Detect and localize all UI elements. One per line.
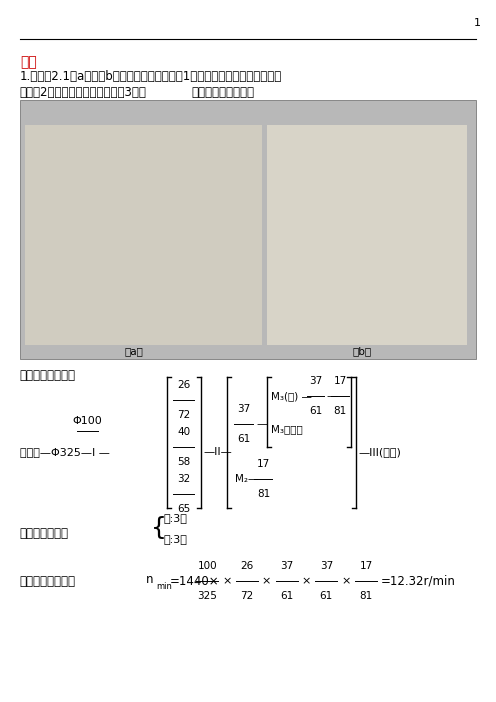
Text: 1.根据图2.1（a）和（b）所示的传动系统，（1）写出主运动传动路线的表达: 1.根据图2.1（a）和（b）所示的传动系统，（1）写出主运动传动路线的表达: [20, 70, 282, 84]
Text: 26: 26: [177, 380, 190, 390]
Text: 100: 100: [197, 562, 217, 571]
Text: 主轴的最低转速：: 主轴的最低转速：: [20, 575, 76, 588]
Text: M₃(左) —: M₃(左) —: [271, 391, 311, 401]
Text: 26: 26: [241, 562, 253, 571]
Text: 37: 37: [237, 404, 250, 414]
Text: （b）: （b）: [353, 347, 372, 357]
Text: ×: ×: [341, 576, 351, 586]
Text: 主轴的转速级数: 主轴的转速级数: [20, 527, 69, 540]
Text: 81: 81: [257, 489, 270, 498]
Text: 40: 40: [177, 428, 190, 437]
Text: M₂—: M₂—: [235, 474, 258, 484]
Text: 72: 72: [241, 591, 253, 601]
Text: =12.32r/min: =12.32r/min: [381, 575, 456, 588]
Text: —: —: [326, 391, 337, 401]
Text: n: n: [146, 573, 154, 585]
Text: min: min: [156, 583, 172, 591]
Text: 一、: 一、: [20, 55, 37, 69]
Text: —II—: —II—: [203, 447, 232, 457]
FancyBboxPatch shape: [20, 100, 476, 359]
Text: 61: 61: [309, 406, 322, 416]
Text: ×: ×: [302, 576, 311, 586]
Text: 37: 37: [280, 562, 293, 571]
Text: 325: 325: [197, 591, 217, 601]
Text: 电动机—Φ325—I —: 电动机—Φ325—I —: [20, 447, 110, 457]
Text: 32: 32: [177, 475, 190, 484]
Text: 17: 17: [360, 562, 372, 571]
Text: ×: ×: [262, 576, 271, 586]
Text: —: —: [256, 419, 267, 429]
Text: 72: 72: [177, 410, 190, 420]
Text: 17: 17: [257, 459, 270, 469]
Text: 37: 37: [309, 376, 322, 386]
Text: 反:3级: 反:3级: [164, 534, 187, 544]
Text: 37: 37: [320, 562, 333, 571]
Text: ×: ×: [222, 576, 232, 586]
Text: 17: 17: [334, 376, 347, 386]
Text: M₃（右）: M₃（右）: [271, 425, 303, 435]
Text: 传动路线表达式：: 传动路线表达式：: [20, 369, 76, 383]
Text: 81: 81: [360, 591, 372, 601]
Text: 58: 58: [177, 457, 190, 467]
Text: 式，（2）求出主轴的转速级数（3）计: 式，（2）求出主轴的转速级数（3）计: [20, 86, 147, 99]
Text: 65: 65: [177, 504, 190, 514]
Text: =1440×: =1440×: [170, 575, 219, 588]
Text: 1: 1: [474, 18, 481, 27]
Text: {: {: [151, 516, 167, 540]
FancyBboxPatch shape: [25, 125, 262, 345]
Text: 算最高和最低转速。: 算最高和最低转速。: [191, 86, 254, 99]
Text: —III(主轴): —III(主轴): [359, 447, 401, 457]
Text: （a）: （a）: [124, 347, 143, 357]
Text: Φ100: Φ100: [72, 416, 102, 426]
FancyBboxPatch shape: [267, 125, 467, 345]
Text: 61: 61: [320, 591, 333, 601]
Text: 81: 81: [334, 406, 347, 416]
Text: 61: 61: [280, 591, 293, 601]
Text: 61: 61: [237, 434, 250, 444]
Text: 正:3级: 正:3级: [164, 513, 187, 523]
